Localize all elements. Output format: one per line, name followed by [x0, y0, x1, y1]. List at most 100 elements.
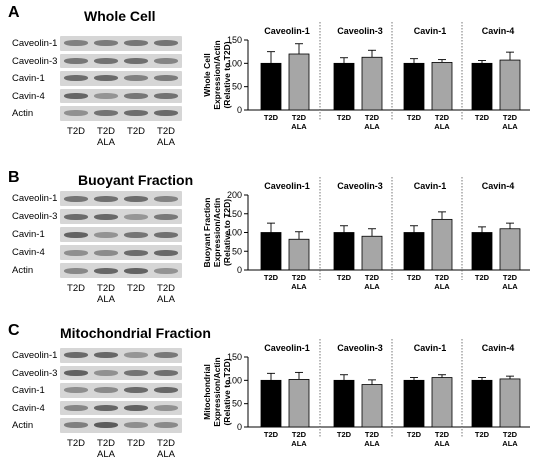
- bar: [361, 384, 383, 428]
- blot-band: [124, 387, 148, 394]
- x-tick-label: T2D: [264, 430, 279, 439]
- group-label: Cavin-4: [482, 343, 515, 353]
- x-tick-label: ALA: [434, 122, 450, 131]
- blot-band: [94, 369, 118, 376]
- blot-band: [94, 231, 118, 238]
- blot-band: [154, 92, 178, 99]
- y-tick-label: 0: [237, 265, 242, 275]
- blot-band: [154, 195, 178, 202]
- western-blot-strip: [60, 245, 182, 260]
- x-tick-label: T2D: [435, 430, 450, 439]
- group-label: Caveolin-3: [337, 181, 383, 191]
- blot-band: [94, 57, 118, 64]
- blot-row-label: Actin: [12, 420, 34, 431]
- y-tick-label: 0: [237, 105, 242, 115]
- blot-band: [124, 404, 148, 411]
- y-axis-label: Expression/Actin: [212, 357, 222, 426]
- lane-label: T2D: [67, 283, 85, 294]
- western-blot-strip: [60, 36, 182, 51]
- x-tick-label: T2D: [264, 113, 279, 122]
- blot-row-label: Cavin-4: [12, 247, 45, 258]
- x-tick-label: T2D: [435, 273, 450, 282]
- blot-row-label: Caveolin-1: [12, 350, 58, 361]
- x-tick-label: T2D: [503, 430, 518, 439]
- y-tick-label: 50: [232, 399, 242, 409]
- blot-band: [124, 352, 148, 359]
- blot-band: [64, 267, 88, 274]
- western-blot-strip: [60, 263, 182, 278]
- x-tick-label: ALA: [291, 122, 307, 131]
- blot-row-label: Actin: [12, 108, 34, 119]
- blot-band: [94, 422, 118, 429]
- blot-row-label: Caveolin-1: [12, 193, 58, 204]
- blot-band: [94, 110, 118, 117]
- lane-label: T2D: [67, 125, 85, 137]
- y-tick-label: 100: [227, 58, 242, 68]
- x-tick-label: T2D: [435, 113, 450, 122]
- bar: [288, 378, 310, 428]
- lane-label: T2D ALA: [97, 437, 115, 460]
- western-blot-strip: [60, 53, 182, 68]
- x-tick-label: ALA: [434, 439, 450, 448]
- group-label: Caveolin-1: [264, 181, 310, 191]
- blot-band: [154, 387, 178, 394]
- blot-band: [64, 40, 88, 47]
- panel-letter: C: [8, 322, 20, 339]
- blot-band: [124, 213, 148, 220]
- lane-label: T2D ALA: [157, 125, 175, 148]
- blot-band: [94, 92, 118, 99]
- blot-band: [124, 249, 148, 256]
- y-tick-label: 0: [237, 422, 242, 432]
- blot-row-label: Cavin-4: [12, 402, 45, 414]
- y-tick-label: 150: [227, 209, 242, 219]
- lane-label: T2D: [127, 125, 145, 137]
- blot-band: [124, 57, 148, 64]
- blot-band: [94, 249, 118, 256]
- western-blot-strip: [60, 227, 182, 242]
- blot-band: [94, 195, 118, 202]
- group-label: Cavin-4: [482, 26, 515, 36]
- blot-band: [94, 404, 118, 411]
- y-axis-label: Buoyant Fraction: [202, 198, 212, 268]
- blot-row-label: Caveolin-3: [12, 367, 58, 379]
- western-blot-strip: [60, 348, 182, 363]
- blot-band: [124, 231, 148, 238]
- blot-row-label: Cavin-1: [12, 385, 45, 396]
- lane-label: T2D ALA: [97, 283, 115, 305]
- x-tick-label: T2D: [475, 430, 490, 439]
- blot-row-label: Caveolin-3: [12, 55, 58, 67]
- bar: [333, 379, 355, 428]
- panel-title: Mitochondrial Fraction: [60, 325, 211, 341]
- blot-band: [64, 213, 88, 220]
- x-tick-label: ALA: [364, 282, 380, 291]
- blot-band: [154, 40, 178, 47]
- x-tick-label: ALA: [364, 439, 380, 448]
- blot-band: [154, 369, 178, 376]
- x-tick-label: ALA: [502, 282, 518, 291]
- blot-band: [124, 369, 148, 376]
- blot-band: [124, 75, 148, 82]
- blot-band: [64, 249, 88, 256]
- blot-band: [64, 92, 88, 99]
- x-tick-label: T2D: [292, 113, 307, 122]
- y-axis-label: (Relative to T2D): [222, 358, 232, 425]
- x-tick-label: T2D: [337, 430, 352, 439]
- western-blot-strip: [60, 400, 182, 415]
- x-tick-label: T2D: [337, 113, 352, 122]
- blot-band: [124, 195, 148, 202]
- blot-band: [154, 404, 178, 411]
- bar: [431, 377, 453, 428]
- blot-band: [94, 352, 118, 359]
- blot-band: [64, 195, 88, 202]
- y-axis-label: Mitochondrial: [202, 364, 212, 420]
- panel-title: Buoyant Fraction: [78, 172, 194, 188]
- western-blot-strip: [60, 209, 182, 224]
- y-axis-label: Expression/Actin: [212, 40, 222, 109]
- blot-band: [64, 404, 88, 411]
- x-tick-label: ALA: [291, 282, 307, 291]
- blot-band: [94, 40, 118, 47]
- blot-band: [154, 231, 178, 238]
- blot-band: [94, 387, 118, 394]
